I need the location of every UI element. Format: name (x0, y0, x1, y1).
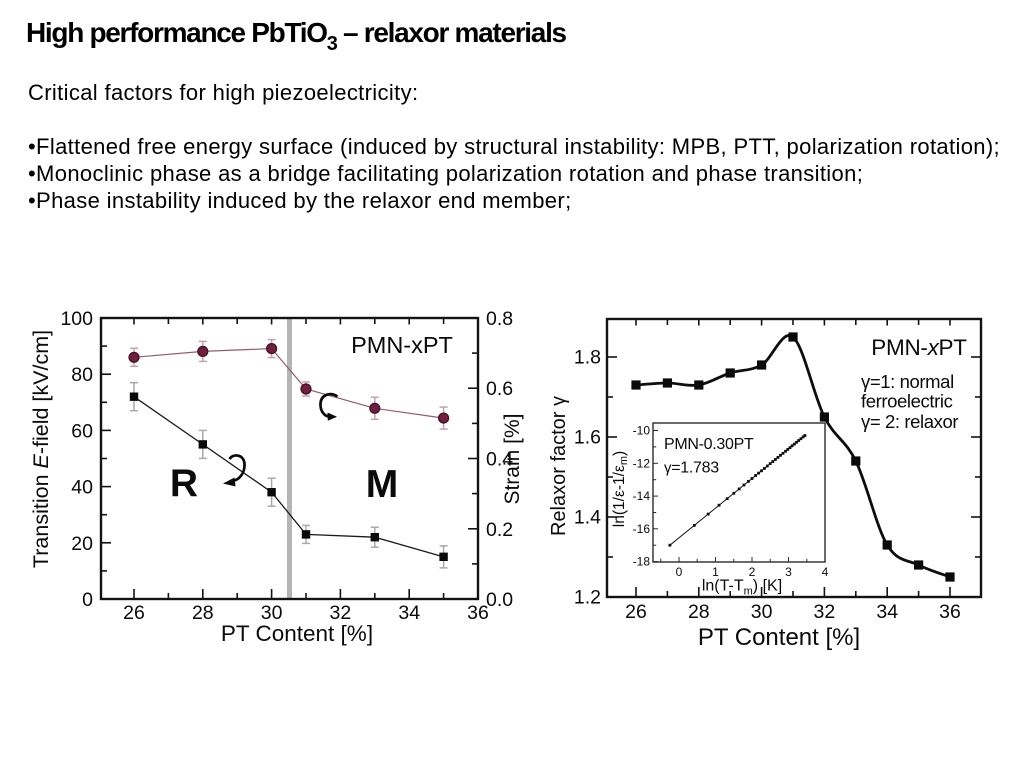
svg-text:0.4: 0.4 (486, 449, 513, 471)
svg-text:PT Content [%]: PT Content [%] (221, 621, 373, 646)
svg-text:28: 28 (192, 602, 214, 624)
svg-text:-18: -18 (633, 555, 651, 569)
svg-text:0: 0 (82, 589, 93, 611)
svg-text:Relaxor factor γ: Relaxor factor γ (548, 396, 570, 536)
svg-text:36: 36 (467, 602, 489, 624)
svg-text:ferroelectric: ferroelectric (861, 391, 953, 412)
svg-text:Transition E-field [kV/cm]: Transition E-field [kV/cm] (29, 330, 53, 568)
svg-text:34: 34 (876, 601, 898, 623)
svg-text:0.2: 0.2 (486, 519, 513, 541)
svg-text:0.6: 0.6 (486, 378, 513, 400)
svg-text:26: 26 (123, 602, 145, 624)
svg-text:26: 26 (625, 601, 647, 623)
svg-text:γ=1: normal: γ=1: normal (861, 371, 954, 392)
svg-text:PMN-xPT: PMN-xPT (871, 335, 967, 360)
svg-text:40: 40 (71, 477, 93, 499)
svg-text:-16: -16 (633, 522, 651, 536)
svg-text:γ= 2: relaxor: γ= 2: relaxor (861, 411, 958, 432)
svg-text:0.8: 0.8 (486, 308, 513, 330)
svg-text:2: 2 (749, 565, 756, 579)
svg-text:30: 30 (751, 601, 773, 623)
svg-text:1.8: 1.8 (574, 347, 601, 369)
svg-text:30: 30 (261, 602, 283, 624)
svg-text:-10: -10 (633, 424, 651, 438)
svg-text:36: 36 (939, 601, 961, 623)
svg-text:ln(T-Tm) [K]: ln(T-Tm) [K] (702, 578, 782, 598)
svg-text:PMN-0.30PT: PMN-0.30PT (664, 436, 754, 453)
svg-text:32: 32 (814, 601, 836, 623)
svg-text:0.0: 0.0 (486, 589, 513, 611)
svg-text:0: 0 (676, 565, 683, 579)
svg-text:γ=1.783: γ=1.783 (664, 460, 719, 477)
svg-text:1: 1 (712, 565, 719, 579)
svg-text:Strain [%]: Strain [%] (501, 413, 524, 504)
svg-text:PMN-xPT: PMN-xPT (351, 332, 453, 358)
svg-text:1.4: 1.4 (574, 507, 601, 529)
svg-text:-12: -12 (633, 456, 651, 470)
svg-text:34: 34 (398, 602, 420, 624)
svg-text:32: 32 (330, 602, 352, 624)
svg-text:20: 20 (71, 533, 93, 555)
svg-text:ln(1/ε-1/εm): ln(1/ε-1/εm) (611, 451, 630, 527)
svg-text:R: R (170, 462, 198, 505)
svg-text:100: 100 (60, 308, 93, 330)
svg-text:PT Content [%]: PT Content [%] (698, 624, 860, 651)
svg-text:80: 80 (71, 364, 93, 386)
svg-text:3: 3 (785, 565, 792, 579)
svg-text:28: 28 (688, 601, 710, 623)
svg-text:1.6: 1.6 (574, 427, 601, 449)
svg-text:4: 4 (822, 565, 829, 579)
svg-text:60: 60 (71, 420, 93, 442)
svg-text:M: M (366, 463, 399, 506)
svg-text:1.2: 1.2 (574, 587, 601, 609)
svg-text:-14: -14 (633, 489, 651, 503)
